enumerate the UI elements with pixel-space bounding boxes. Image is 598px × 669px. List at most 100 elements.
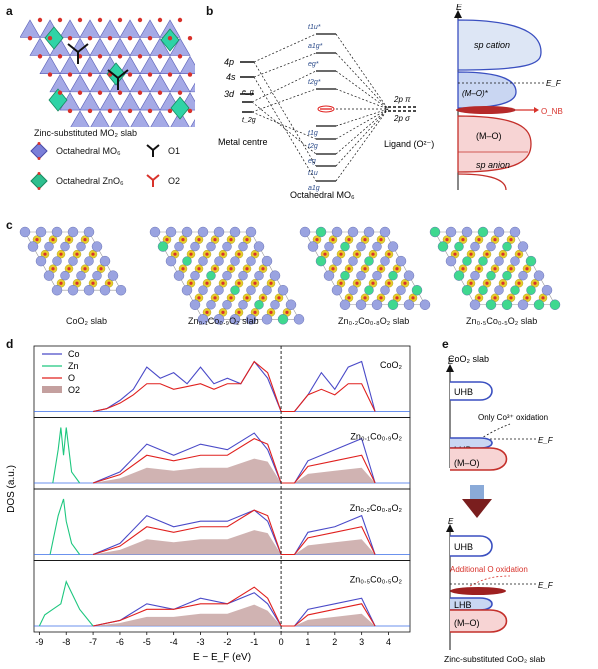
oxygen-atom [477,238,481,242]
mo6-octahedron [129,73,151,93]
oxygen-atom [347,238,351,242]
co-atom [461,226,473,238]
mo6-octahedron [129,37,151,56]
mo6-octahedron [69,73,91,93]
oxygen-atom [347,267,351,271]
oxygen-atom [51,238,55,242]
oxygen-atom [213,267,217,271]
x-tick-label: 2 [332,637,337,647]
oxygen-atom [157,54,163,59]
zno6-octahedron [170,96,190,120]
co-atom [99,284,111,296]
oxygen-atom [347,296,351,300]
legend-o2-label: O2 [168,176,181,186]
level-eg-metal: e_g [242,89,254,96]
zno6-octahedron [48,88,68,112]
panel-label-b: b [206,4,214,18]
zno6-octahedron [44,26,64,50]
co-atom [165,226,177,238]
x-tick-label: -5 [143,637,151,647]
oxygen-atom [57,17,63,23]
legend-label: Co [68,349,80,359]
oxygen-atom [363,296,367,300]
legend-label: O [68,373,75,383]
dos-o2-area [93,604,376,626]
oxygen-atom [35,238,39,242]
oxygen-atom [47,35,53,41]
co-atom [372,241,382,252]
zn-atom [461,284,473,296]
oxygen-atom [75,281,79,285]
mo6-octahedron [130,110,150,127]
level-4s: 4s [226,72,236,82]
oxygen-atom [221,252,225,256]
co-atom [173,270,185,281]
mo-diagram: 4p 4s 3d e_g t_2g t1u* a1g* eg* t2g* t1g… [218,24,434,199]
band-onb: O_NB [541,107,563,116]
oxygen-atom [355,252,359,256]
band-sp-anion: sp anion [476,160,510,170]
oxygen-atom [165,238,169,242]
ligand-2p-pi: 2p π [393,95,411,104]
dos-o2-area [93,530,376,555]
oxygen-atom [91,281,95,285]
dos-series-zn [52,427,81,484]
mo6-octahedron [169,73,191,93]
oxygen-atom [187,35,193,41]
mo6-octahedron [79,19,101,38]
co-atom [356,241,366,252]
co-atom [541,284,553,296]
oxygen-atom [493,238,497,242]
panel-label-d: d [6,337,14,351]
oxygen-atom [517,281,521,285]
co-atom [190,270,200,281]
oxygen-atom [177,54,183,59]
x-tick-label: -4 [170,637,178,647]
e-axis-top: E [448,357,454,366]
zn-atom [478,256,488,266]
co-atom [380,285,390,295]
x-tick-label: -7 [89,637,97,647]
zn-atom [206,270,216,281]
mo6-octahedron [79,92,101,111]
oxygen-atom [197,296,201,300]
co-atom [229,314,241,325]
oxygen-atom [117,90,123,95]
co-atom [213,314,225,325]
x-tick-label: -3 [197,637,205,647]
oxygen-atom [477,267,481,271]
co-atom [533,270,545,281]
mo6-octahedron [20,19,41,38]
zn-atom [462,256,472,266]
oxygen-atom [47,72,53,77]
oxygen-atom [67,108,73,114]
dos-subpanel-label: Zn₀.₅Co₀.₅O₂ [350,575,403,585]
zn-atom [387,299,399,310]
co-atom [238,241,248,252]
mo-t2g-star: t2g* [308,79,321,86]
oxygen-atom [363,267,367,271]
co-atom [339,299,351,310]
co-atom [356,270,366,281]
level-3d: 3d [224,89,235,99]
e-top-co-ox: Only Co³⁺ oxidation [478,413,548,422]
co-atom [380,256,390,266]
oxygen-atom [461,267,465,271]
zn-atom [364,285,374,295]
co-atom [517,299,529,310]
slab-label-coo2: CoO₂ slab [66,316,108,326]
x-axis-label: E − E_F (eV) [193,652,251,663]
zn-atom [437,241,449,252]
dos-chart: CoO₂ Zn₀.₁Co₀.₉O₂ Zn₀.₂Co₀.₈O₂ Zn₀.₅Co₀.₅O₂… [6,345,411,663]
oxygen-atom [541,296,545,300]
co-atom [470,270,480,281]
oxygen-atom [197,238,201,242]
mo6-octahedron [149,73,171,93]
oxygen-atom [181,267,185,271]
co-atom [379,226,391,238]
oxygen-atom [371,281,375,285]
oxygen-atom [461,238,465,242]
dos-subpanel-frame [33,560,411,633]
x-tick-label: -1 [250,637,258,647]
legend-o1-label: O1 [168,146,181,156]
